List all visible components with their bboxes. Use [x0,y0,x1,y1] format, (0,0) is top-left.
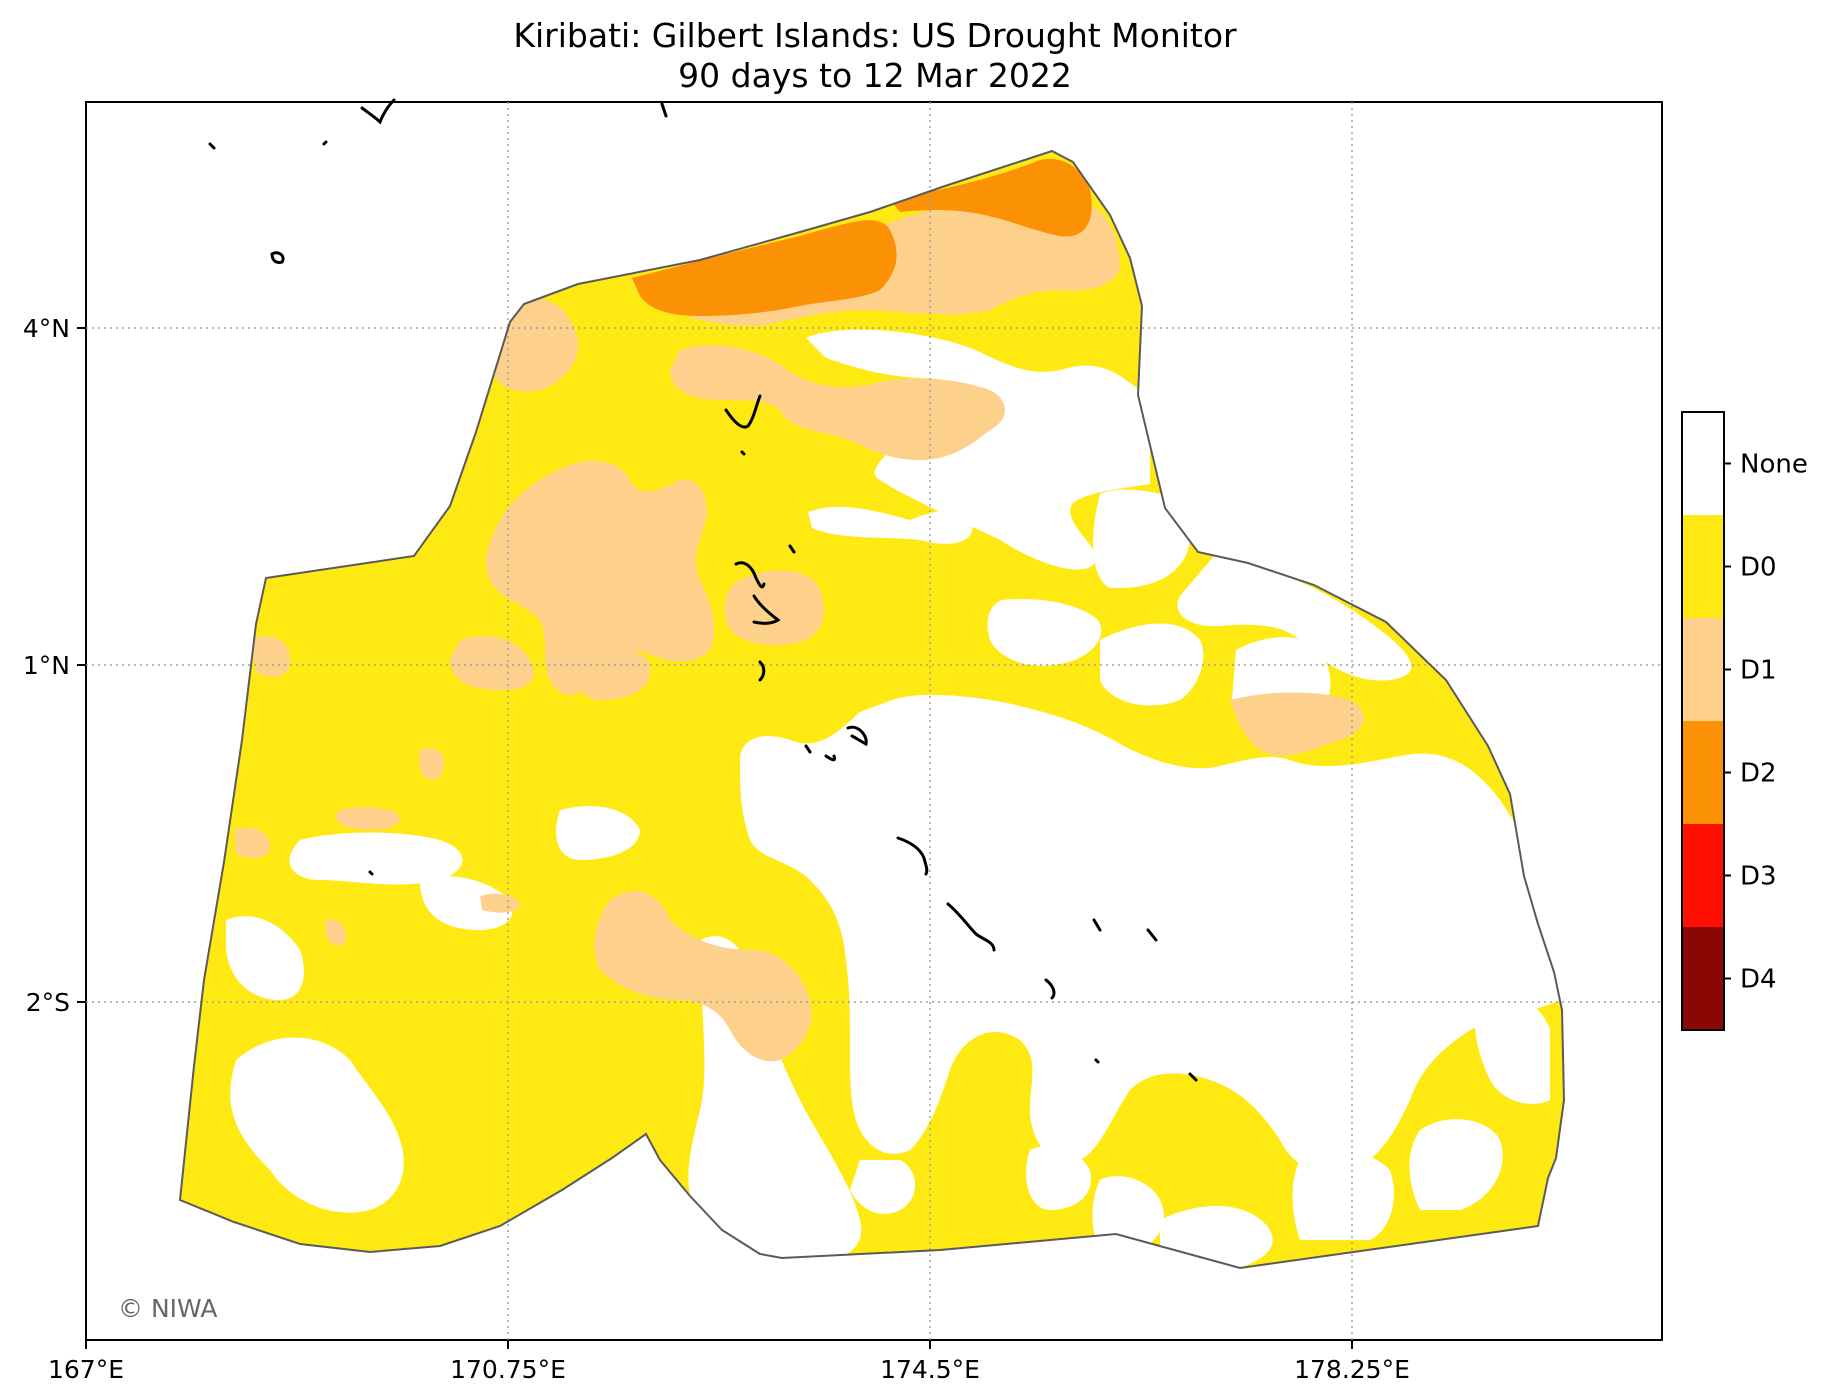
island-gilbert-13 [1146,928,1158,942]
island-north-2 [660,102,668,118]
y-tick-label-2s: 2°S [26,988,70,1017]
legend-swatch-d0 [1682,515,1724,618]
island-north-3 [208,142,216,150]
island-gilbert-5 [752,594,781,625]
island-gilbert-12 [1092,918,1102,932]
y-tick-label-1n: 1°N [23,651,70,680]
gridlines [86,102,1662,1340]
island-gilbert-17 [368,870,374,876]
x-tick-label-167e: 167°E [48,1355,124,1384]
title-line-2: 90 days to 12 Mar 2022 [678,56,1072,95]
legend-label-d4: D4 [1740,965,1777,995]
island-gilbert-15 [1094,1058,1100,1064]
island-gilbert-7 [804,744,812,754]
x-tick-label-174-5e: 174.5°E [880,1355,980,1384]
legend-label-d2: D2 [1740,759,1777,789]
tick-marks [77,327,1353,1349]
island-gilbert-10 [896,836,929,876]
legend-border [1681,411,1725,1031]
d2-regions [632,159,1092,316]
legend-swatch-none [1682,412,1724,515]
niwa-credit: © NIWA [118,1294,217,1323]
island-gilbert-6 [758,660,766,682]
x-tick-label-178-25e: 178.25°E [1294,1355,1410,1384]
none-regions [226,329,1560,1268]
island-gilbert-3 [734,561,766,589]
legend-colorbar: None D0 D1 D2 D3 D4 [1681,411,1808,1031]
legend-label-d0: D0 [1740,553,1777,583]
island-north-1 [360,98,396,125]
legend-label-none: None [1740,450,1808,480]
island-north-5 [270,251,285,264]
island-gilbert-4 [788,544,796,554]
legend-label-d1: D1 [1740,656,1777,686]
island-gilbert-8 [824,754,836,762]
island-gilbert-11 [946,902,996,952]
island-gilbert-16 [1188,1072,1198,1082]
legend-swatch-d2 [1682,721,1724,824]
x-tick-label-170-75e: 170.75°E [450,1355,566,1384]
island-gilbert-9 [846,725,868,747]
island-gilbert-14 [1044,978,1056,1000]
y-tick-label-4n: 4°N [23,314,70,343]
eez-boundary [178,149,1566,1270]
legend-swatch-d3 [1682,824,1724,927]
island-north-4 [322,140,328,146]
island-gilbert-2 [740,450,746,456]
island-gilbert-1 [724,394,762,429]
legend-swatch-d4 [1682,927,1724,1030]
map-title: Kiribati: Gilbert Islands: US Drought Mo… [0,16,1750,96]
title-line-1: Kiribati: Gilbert Islands: US Drought Mo… [513,16,1237,55]
legend-swatch-d1 [1682,618,1724,721]
island-outlines [208,98,1198,1082]
legend-label-d3: D3 [1740,862,1777,892]
